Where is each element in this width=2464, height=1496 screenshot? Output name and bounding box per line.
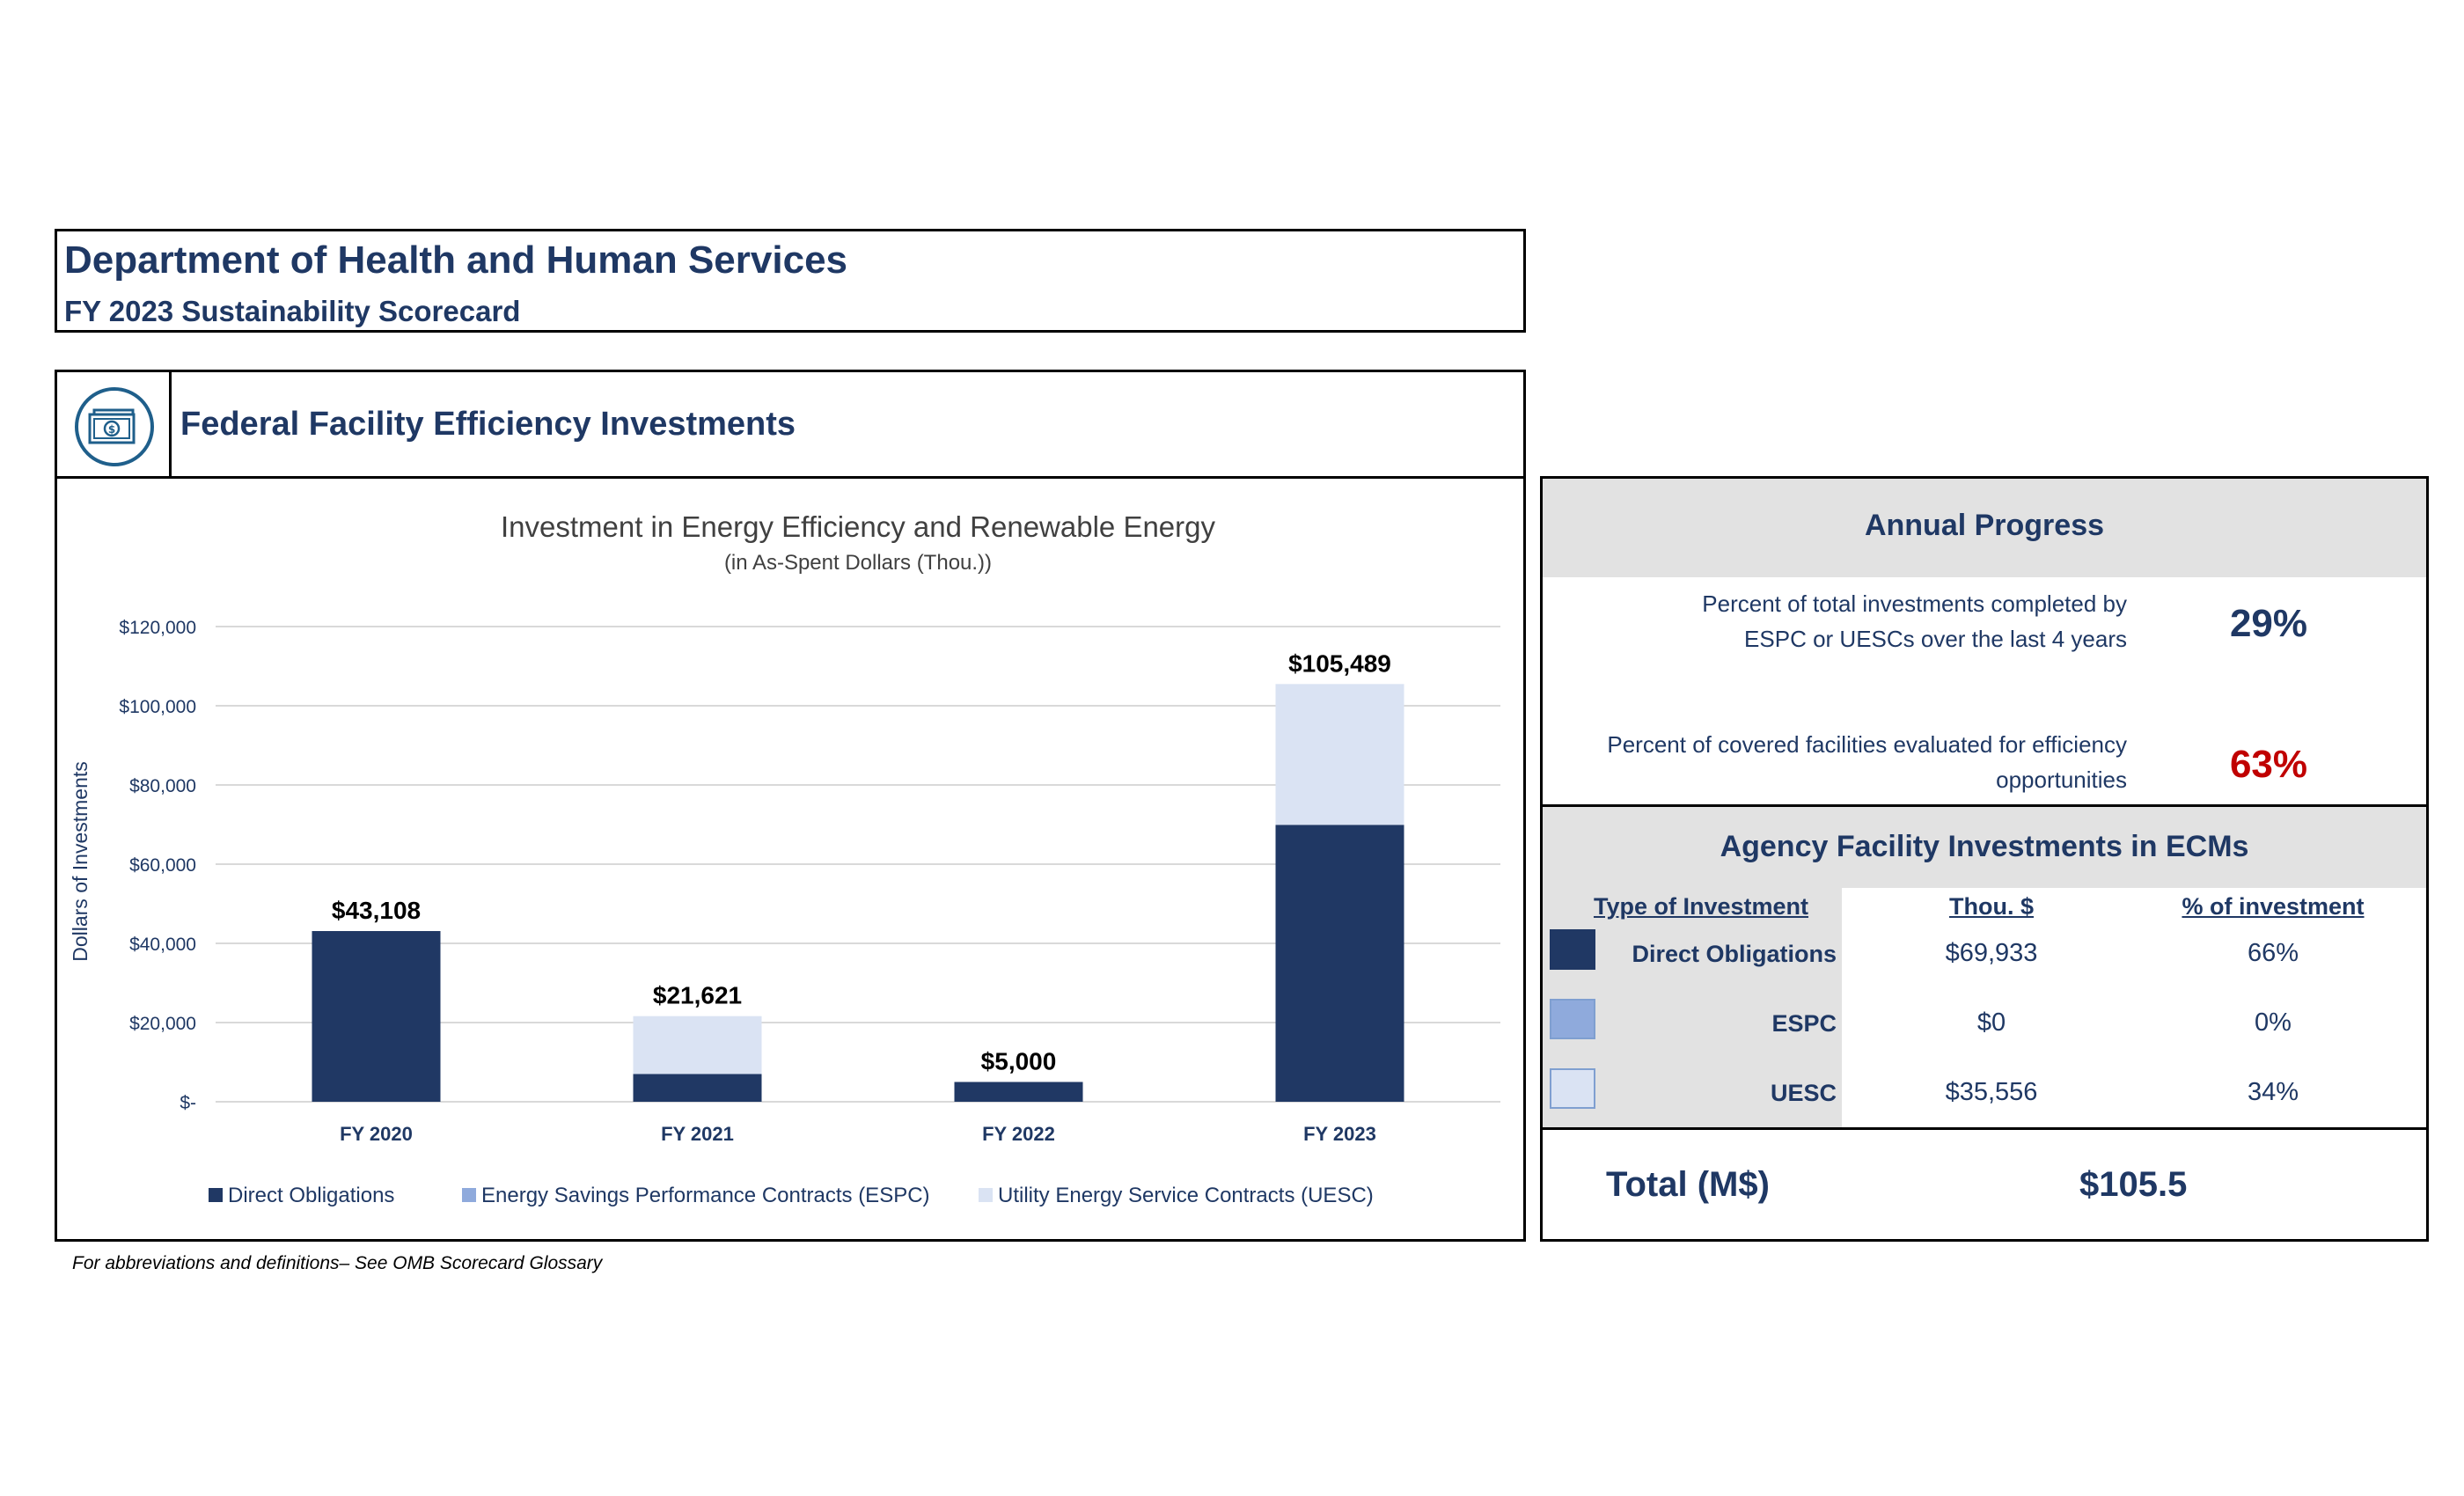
ecm-header [1543, 807, 2426, 888]
annual-progress-panel: Annual Progress Percent of total investm… [1540, 476, 2429, 807]
metric-espc-uesc-line2: ESPC or UESCs over the last 4 years [1744, 626, 2127, 652]
bar-total-label: $21,621 [653, 982, 742, 1009]
bar-layer: $43,108 FY 2020 $21,621 FY 2021 $5,000 FY 202… [312, 649, 1404, 1145]
metric-facilities-value: 63% [2229, 743, 2308, 786]
bar-segment [1275, 684, 1404, 825]
footnote: For abbreviations and definitions– See O… [72, 1253, 603, 1273]
x-tick-label: FY 2020 [340, 1123, 413, 1145]
row-direct-obligations-thou: $69,933 [1945, 939, 2038, 967]
legend-swatch [209, 1188, 223, 1202]
legend-label: Direct Obligations [228, 1184, 394, 1207]
section-header: $ Federal Facility Efficiency Investment… [55, 370, 1526, 479]
legend-label: Utility Energy Service Contracts (UESC) [998, 1184, 1374, 1207]
y-tick-label: $60,000 [129, 855, 196, 876]
y-tick-label: $40,000 [129, 935, 196, 955]
direct-obligations-swatch [1550, 929, 1595, 970]
legend-swatch [979, 1188, 993, 1202]
metric-facilities-line2: opportunities [1996, 766, 2127, 793]
ecm-investments-panel: Agency Facility Investments in ECMs Type… [1540, 804, 2429, 1130]
y-tick-label: $120,000 [119, 618, 196, 638]
total-label: Total (M$) [1606, 1165, 1770, 1204]
scorecard-subtitle: FY 2023 Sustainability Scorecard [64, 295, 521, 327]
money-bill-icon: $ [75, 387, 154, 466]
row-uesc-pct: 34% [2247, 1078, 2299, 1106]
ecm-title: Agency Facility Investments in ECMs [1720, 830, 2249, 863]
bar-total-label: $5,000 [981, 1048, 1057, 1075]
y-tick-label: $- [180, 1093, 196, 1113]
section-icon-cell: $ [57, 372, 172, 476]
investment-chart-panel: Investment in Energy Efficiency and Rene… [55, 476, 1526, 1242]
col-thou-header: Thou. $ [1949, 893, 2034, 920]
chart-subtitle: (in As-Spent Dollars (Thou.)) [724, 551, 992, 575]
investment-chart: Investment in Energy Efficiency and Rene… [69, 510, 1500, 1207]
bar-segment [312, 931, 441, 1102]
row-uesc-thou: $35,556 [1945, 1078, 2038, 1106]
row-direct-obligations-pct: 66% [2247, 939, 2299, 967]
col-pct-header: % of investment [2182, 893, 2365, 920]
legend-swatch [462, 1188, 476, 1202]
x-tick-label: FY 2022 [982, 1123, 1055, 1145]
bar-total-label: $105,489 [1288, 649, 1391, 677]
total-value: $105.5 [2079, 1165, 2188, 1204]
y-tick-label: $80,000 [129, 776, 196, 796]
y-tick-label: $20,000 [129, 1014, 196, 1034]
row-direct-obligations-label: Direct Obligations [1632, 941, 1837, 967]
metric-espc-uesc-label: Percent of total investments completed b… [1564, 586, 2127, 656]
bar-total-label: $43,108 [332, 897, 421, 924]
scorecard-header: Department of Health and Human Services … [55, 229, 1526, 333]
metric-espc-uesc-line1: Percent of total investments completed b… [1702, 590, 2127, 617]
annual-progress-title: Annual Progress [1864, 509, 2105, 542]
row-uesc-label: UESC [1770, 1080, 1837, 1106]
y-axis-label: Dollars of Investments [69, 761, 92, 962]
bar-segment [633, 1016, 762, 1074]
row-espc-label: ESPC [1771, 1010, 1837, 1037]
row-espc-thou: $0 [1976, 1008, 2006, 1037]
metric-espc-uesc-value: 29% [2229, 602, 2308, 645]
y-tick-label: $100,000 [119, 697, 196, 717]
x-tick-label: FY 2021 [661, 1123, 734, 1145]
section-title: Federal Facility Efficiency Investments [180, 406, 796, 443]
department-title: Department of Health and Human Services [64, 238, 848, 282]
legend-label: Energy Savings Performance Contracts (ES… [481, 1184, 930, 1207]
bar-segment [954, 1082, 1083, 1102]
annual-progress-header [1543, 479, 2426, 577]
chart-title: Investment in Energy Efficiency and Rene… [501, 510, 1216, 543]
bar-segment [633, 1074, 762, 1102]
chart-legend: Direct Obligations Energy Savings Perform… [209, 1184, 1374, 1207]
metric-facilities-label: Percent of covered facilities evaluated … [1564, 727, 2127, 797]
metric-facilities-line1: Percent of covered facilities evaluated … [1607, 731, 2127, 758]
svg-text:$: $ [108, 423, 115, 436]
total-panel: Total (M$) $105.5 [1540, 1127, 2429, 1242]
x-tick-label: FY 2023 [1303, 1123, 1376, 1145]
bar-segment [1275, 825, 1404, 1102]
col-type-header: Type of Investment [1593, 893, 1809, 920]
uesc-swatch [1550, 1068, 1595, 1109]
row-espc-pct: 0% [2255, 1008, 2292, 1037]
espc-swatch [1550, 999, 1595, 1039]
